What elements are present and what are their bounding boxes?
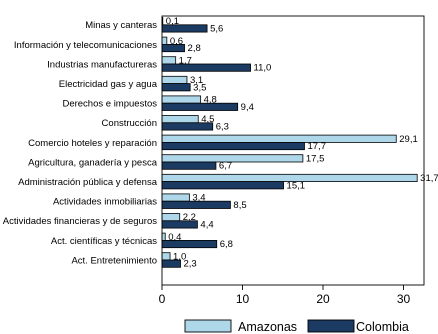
value-label-colombia-act-entretenimiento: 2,3 bbox=[184, 259, 197, 270]
value-label-colombia-derechos-e-impuestos: 9,4 bbox=[241, 102, 254, 113]
plot-frame bbox=[161, 15, 425, 286]
category-label-minas-y-canteras: Minas y canteras bbox=[85, 20, 157, 31]
value-label-amazonas-minas-y-canteras: 0,1 bbox=[166, 16, 179, 27]
bar-amazonas-act-entretenimiento bbox=[161, 252, 171, 261]
value-label-colombia-electricidad-gas-y-agua: 3,5 bbox=[193, 82, 206, 93]
value-label-amazonas-actividades-financieras-y-de-seguros: 2,2 bbox=[183, 212, 196, 223]
bar-amazonas-actividades-inmobiliarias bbox=[161, 193, 190, 202]
bar-amazonas-actividades-financieras-y-de-seguros bbox=[161, 213, 181, 222]
value-label-colombia-construccion: 6,3 bbox=[216, 122, 229, 133]
category-label-actividades-inmobiliarias: Actividades inmobiliarias bbox=[53, 197, 157, 208]
bar-amazonas-informacion-y-telecomunicaciones bbox=[161, 36, 168, 45]
category-label-actividades-financieras-y-de-seguros: Actividades financieras y de seguros bbox=[3, 216, 157, 227]
value-label-amazonas-act-cientificas-y-tecnicas: 0,4 bbox=[168, 232, 181, 243]
bar-colombia-derechos-e-impuestos bbox=[161, 102, 239, 111]
value-label-amazonas-act-entretenimiento: 1,0 bbox=[173, 251, 186, 262]
bars-layer bbox=[161, 17, 418, 268]
bar-amazonas-comercio-hoteles-y-reparacion bbox=[161, 134, 397, 143]
bar-amazonas-industrias-manufactureras bbox=[161, 56, 177, 65]
value-label-colombia-minas-y-canteras: 5,6 bbox=[210, 24, 223, 35]
category-label-informacion-y-telecomunicaciones: Información y telecomunicaciones bbox=[14, 40, 157, 51]
value-label-colombia-informacion-y-telecomunicaciones: 2,8 bbox=[188, 43, 201, 54]
bar-amazonas-construccion bbox=[161, 115, 199, 124]
value-label-colombia-administracion-publica-y-defensa: 15,1 bbox=[287, 180, 306, 191]
bar-amazonas-agricultura-ganaderia-y-pesca bbox=[161, 154, 304, 163]
value-label-amazonas-administracion-publica-y-defensa: 31,7 bbox=[420, 173, 438, 184]
category-label-act-entretenimiento: Act. Entretenimiento bbox=[71, 255, 157, 266]
bar-colombia-agricultura-ganaderia-y-pesca bbox=[161, 161, 217, 170]
legend: Amazonas Colombia bbox=[184, 319, 409, 334]
value-label-colombia-comercio-hoteles-y-reparacion: 17,7 bbox=[307, 141, 326, 152]
value-label-colombia-industrias-manufactureras: 11,0 bbox=[254, 63, 272, 74]
legend-label-amazonas: Amazonas bbox=[238, 320, 297, 334]
bar-amazonas-derechos-e-impuestos bbox=[161, 95, 202, 104]
legend-swatch-amazonas bbox=[184, 319, 232, 333]
value-labels: 0,1 5,6 0,6 2,81,7 11,0 3,13,5 4,8 9,4 4,56,3 29,… bbox=[166, 16, 438, 270]
category-label-construccion: Construcción bbox=[102, 118, 157, 129]
x-tick-label-10: 10 bbox=[236, 292, 250, 306]
x-axis: 0 10 20 30 bbox=[159, 15, 425, 306]
category-label-industrias-manufactureras: Industrias manufactureras bbox=[47, 59, 157, 70]
category-label-agricultura-ganaderia-y-pesca: Agricultura, ganadería y pesca bbox=[28, 157, 158, 168]
x-tick-label-0: 0 bbox=[159, 292, 166, 306]
legend-label-colombia: Colombia bbox=[356, 320, 409, 334]
value-label-amazonas-agricultura-ganaderia-y-pesca: 17,5 bbox=[306, 153, 325, 164]
bar-colombia-comercio-hoteles-y-reparacion bbox=[161, 141, 305, 151]
value-label-amazonas-comercio-hoteles-y-reparacion: 29,1 bbox=[399, 134, 418, 145]
category-labels: Minas y canteras Información y telecomuni… bbox=[3, 20, 158, 266]
bar-amazonas-act-cientificas-y-tecnicas bbox=[161, 232, 166, 241]
category-label-derechos-e-impuestos: Derechos e impuestos bbox=[62, 99, 157, 110]
x-tick-label-30: 30 bbox=[397, 292, 411, 306]
value-label-colombia-actividades-financieras-y-de-seguros: 4,4 bbox=[200, 220, 213, 231]
bar-colombia-electricidad-gas-y-agua bbox=[161, 83, 191, 92]
value-label-amazonas-electricidad-gas-y-agua: 3,1 bbox=[190, 75, 203, 86]
category-label-electricidad-gas-y-agua: Electricidad gas y agua bbox=[59, 79, 158, 90]
x-tick-label-20: 20 bbox=[316, 292, 330, 306]
value-label-colombia-agricultura-ganaderia-y-pesca: 6,7 bbox=[219, 161, 232, 172]
category-label-comercio-hoteles-y-reparacion: Comercio hoteles y reparación bbox=[28, 138, 157, 149]
value-label-amazonas-derechos-e-impuestos: 4,8 bbox=[204, 95, 217, 106]
bar-colombia-administracion-publica-y-defensa bbox=[161, 181, 284, 190]
bar-amazonas-electricidad-gas-y-agua bbox=[161, 75, 188, 85]
value-label-colombia-act-cientificas-y-tecnicas: 6,8 bbox=[220, 239, 233, 250]
value-label-colombia-actividades-inmobiliarias: 8,5 bbox=[233, 200, 246, 211]
value-label-amazonas-industrias-manufactureras: 1,7 bbox=[179, 55, 192, 66]
category-label-administracion-publica-y-defensa: Administración pública y defensa bbox=[18, 177, 158, 188]
category-label-act-cientificas-y-tecnicas: Act. científicas y técnicas bbox=[51, 236, 157, 247]
value-label-amazonas-construccion: 4,5 bbox=[201, 114, 214, 125]
value-label-amazonas-informacion-y-telecomunicaciones: 0,6 bbox=[170, 36, 183, 47]
bar-colombia-industrias-manufactureras bbox=[161, 63, 251, 72]
legend-swatch-colombia bbox=[307, 319, 355, 333]
value-label-amazonas-actividades-inmobiliarias: 3,4 bbox=[192, 193, 205, 204]
